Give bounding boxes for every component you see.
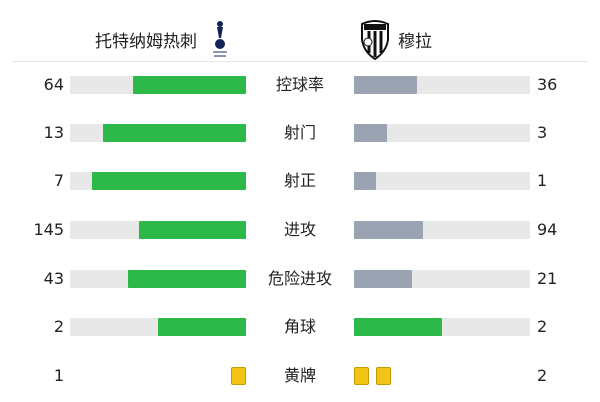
home-value: 43 — [43, 269, 64, 288]
stat-label: 射门 — [283, 123, 316, 142]
home-team: 托特纳姆热刺 — [95, 18, 235, 60]
home-bar-fill — [139, 221, 246, 239]
stat-label: 危险进攻 — [267, 269, 332, 288]
home-bar-fill — [103, 124, 246, 142]
away-value: 94 — [537, 220, 558, 239]
home-bar-track — [70, 172, 246, 190]
away-value: 36 — [537, 75, 558, 94]
home-value: 145 — [33, 220, 64, 239]
stat-row: 7 射正 1 — [0, 169, 600, 193]
home-bar-track — [70, 318, 246, 336]
yellow-card-icon — [376, 367, 391, 385]
home-bar-track — [70, 124, 246, 142]
home-value: 64 — [43, 75, 64, 94]
home-value: 1 — [53, 366, 64, 385]
stat-label: 黄牌 — [283, 366, 316, 385]
home-bar-fill — [158, 318, 246, 336]
away-bar-track — [354, 318, 530, 336]
away-bar-track — [354, 124, 530, 142]
yellow-card-icon — [354, 367, 369, 385]
away-value: 3 — [537, 123, 548, 142]
divider — [12, 61, 588, 62]
ns-mura-crest-icon — [361, 20, 389, 60]
away-bar-fill — [354, 124, 387, 142]
home-bar-track — [70, 76, 246, 94]
away-team: 穆拉 — [360, 18, 432, 60]
home-bar-fill — [92, 172, 246, 190]
away-bar-track — [354, 172, 530, 190]
stat-label: 射正 — [283, 171, 316, 190]
home-value: 2 — [53, 317, 64, 336]
stat-row: 43 危险进攻 21 — [0, 267, 600, 291]
away-bar-track — [354, 270, 530, 288]
away-bar-fill — [354, 318, 442, 336]
away-value: 1 — [537, 171, 548, 190]
home-bar-track — [70, 221, 246, 239]
yellow-cards-row: 1 黄牌 2 — [0, 364, 600, 388]
stat-row: 145 进攻 94 — [0, 218, 600, 242]
home-bar-fill — [133, 76, 246, 94]
away-bar-track — [354, 76, 530, 94]
home-bar-track — [70, 270, 246, 288]
stat-row: 2 角球 2 — [0, 315, 600, 339]
away-bar-fill — [354, 270, 412, 288]
home-team-name: 托特纳姆热刺 — [95, 31, 197, 52]
home-value: 7 — [53, 171, 64, 190]
stat-label: 控球率 — [275, 75, 324, 94]
home-value: 13 — [43, 123, 64, 142]
stat-label: 角球 — [283, 317, 316, 336]
away-value: 2 — [537, 366, 548, 385]
away-bar-fill — [354, 76, 418, 94]
away-value: 2 — [537, 317, 548, 336]
tottenham-crest-icon — [213, 21, 227, 57]
away-bar-fill — [354, 172, 376, 190]
away-bar-fill — [354, 221, 424, 239]
home-bar-fill — [127, 270, 246, 288]
stat-row: 13 射门 3 — [0, 121, 600, 145]
away-team-name: 穆拉 — [398, 31, 432, 52]
yellow-card-icon — [231, 367, 246, 385]
away-value: 21 — [537, 269, 558, 288]
away-bar-track — [354, 221, 530, 239]
stat-row: 64 控球率 36 — [0, 73, 600, 97]
stat-label: 进攻 — [283, 220, 316, 239]
